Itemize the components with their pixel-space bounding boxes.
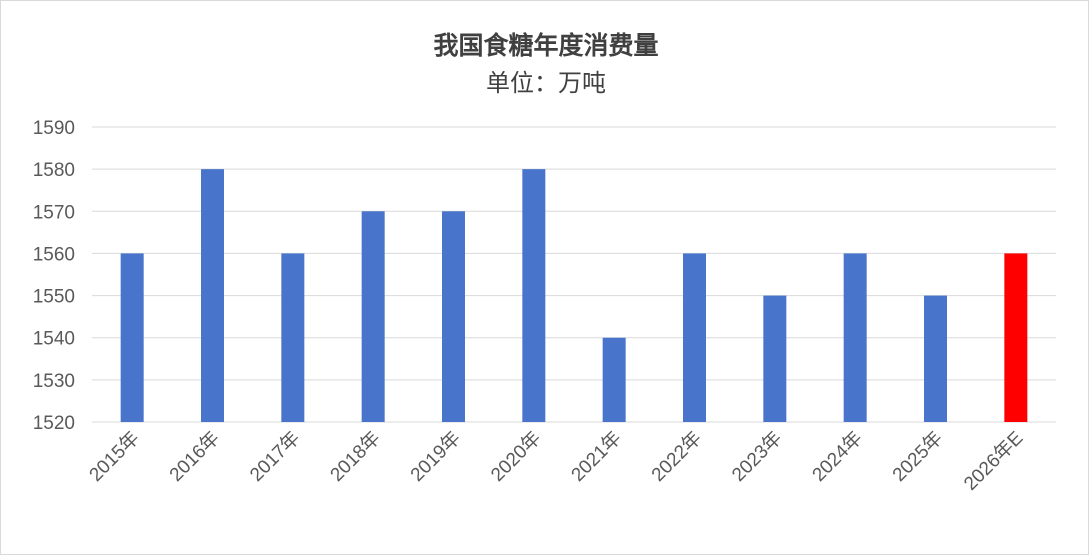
chart-title: 我国食糖年度消费量	[433, 31, 658, 60]
x-tick-label: 2021年	[567, 427, 626, 486]
x-tick-label: 2023年	[727, 427, 786, 486]
x-tick-label: 2020年	[486, 427, 545, 486]
bar-2026年E	[1004, 253, 1028, 422]
bar-2017年	[281, 253, 305, 422]
x-tick-label: 2018年	[326, 427, 385, 486]
y-tick-label: 1520	[33, 413, 75, 434]
x-tick-label: 2022年	[647, 427, 706, 486]
bar-2019年	[442, 211, 465, 422]
bar-2025年	[924, 295, 947, 422]
bar-2024年	[843, 253, 867, 422]
x-tick-label: 2025年	[888, 427, 947, 486]
y-tick-label: 1540	[33, 329, 75, 350]
bar-2016年	[201, 169, 224, 422]
x-tick-label: 2026年E	[960, 427, 1028, 495]
bar-2018年	[361, 211, 385, 422]
bar-2015年	[120, 253, 144, 422]
x-tick-label: 2016年	[165, 427, 224, 486]
x-tick-label: 2019年	[406, 427, 465, 486]
y-tick-label: 1590	[33, 118, 75, 139]
x-tick-label: 2017年	[245, 427, 304, 486]
y-tick-label: 1550	[33, 287, 75, 308]
y-tick-label: 1580	[33, 160, 75, 181]
x-tick-label: 2015年	[85, 427, 144, 486]
y-tick-label: 1570	[33, 202, 75, 223]
bar-2021年	[602, 337, 626, 422]
x-tick-label: 2024年	[808, 427, 867, 486]
bar-2020年	[522, 169, 546, 422]
chart-subtitle: 单位：万吨	[486, 69, 606, 97]
bar-2023年	[763, 295, 787, 422]
y-tick-label: 1560	[33, 244, 75, 265]
bar-2022年	[683, 253, 706, 422]
y-tick-label: 1530	[33, 371, 75, 392]
